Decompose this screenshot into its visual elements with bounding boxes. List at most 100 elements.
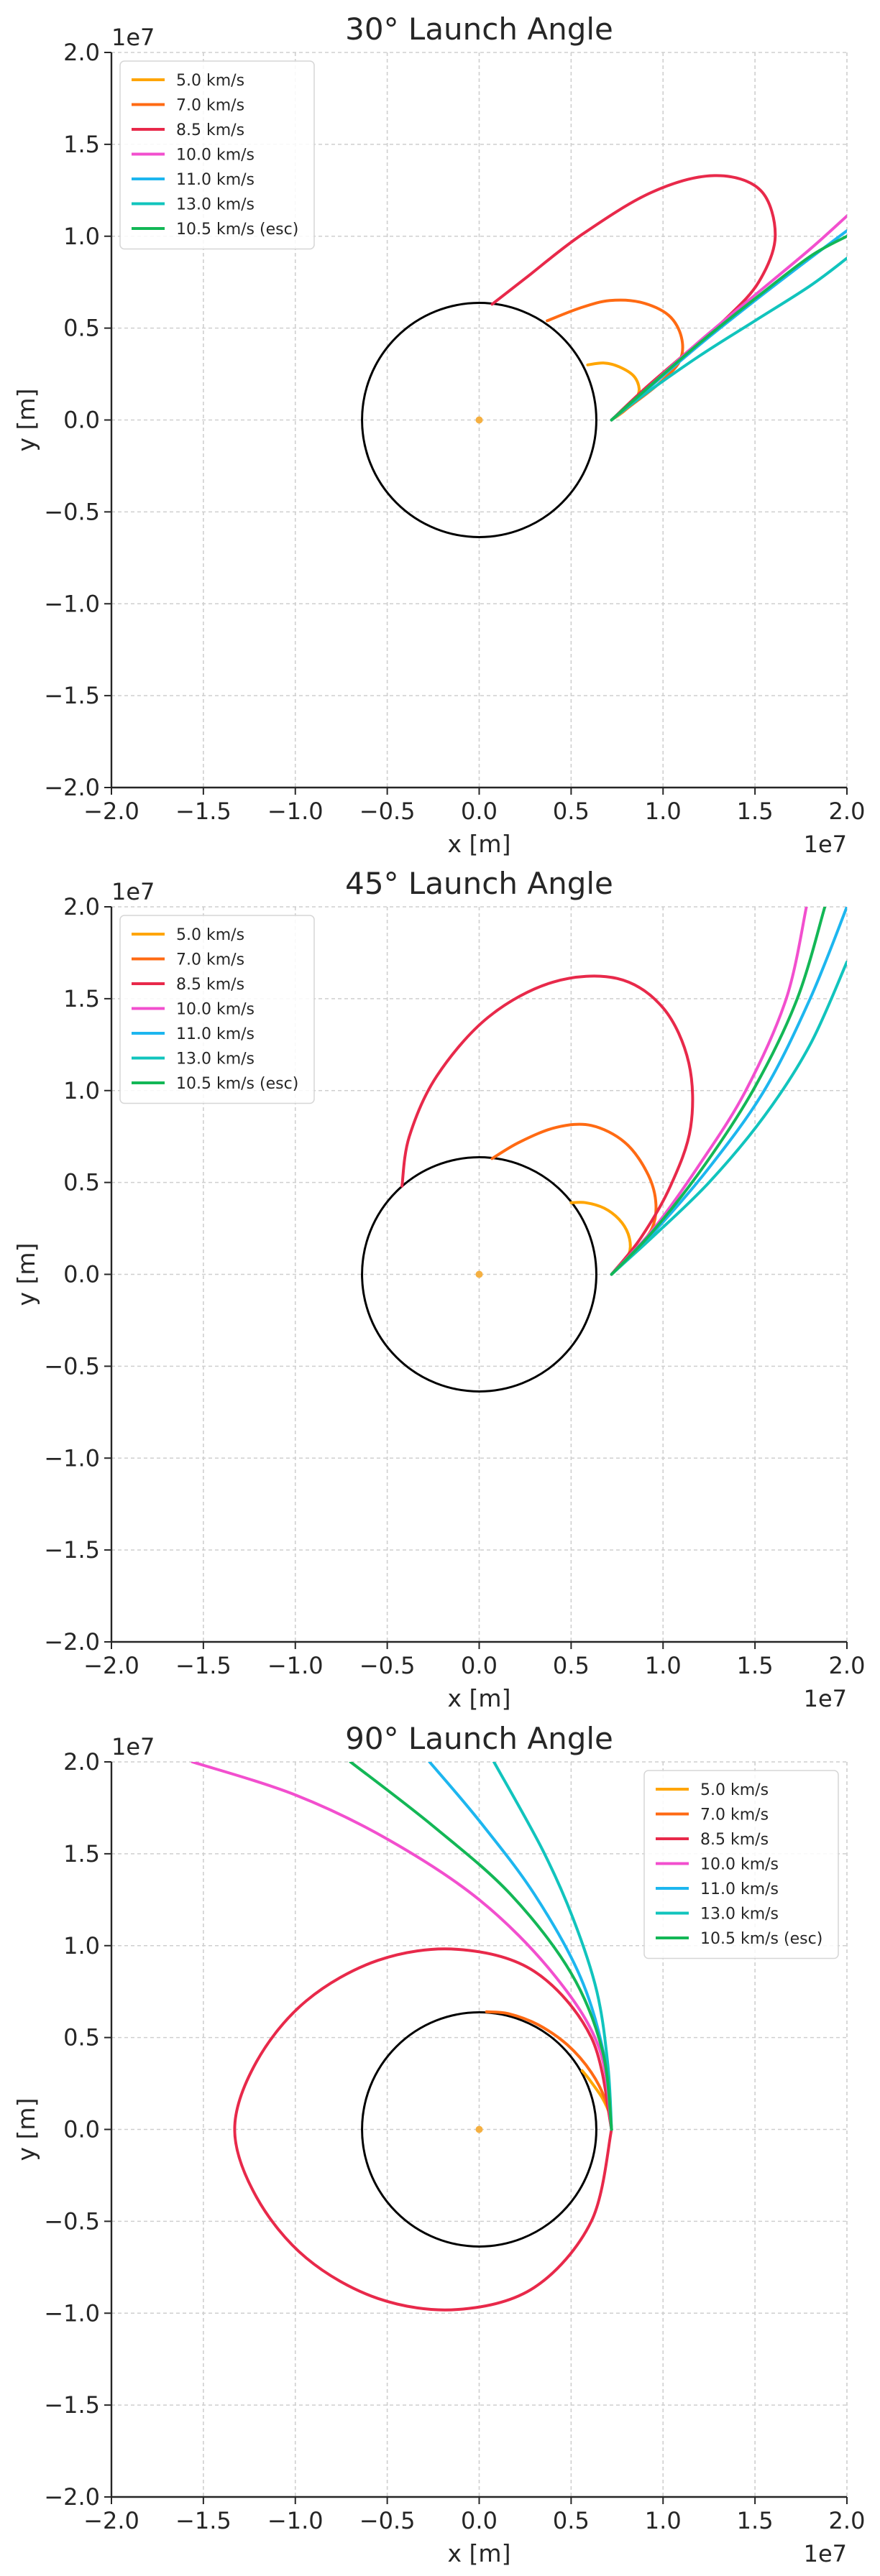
y-tick-label: 0.0: [63, 1261, 100, 1288]
x-offset-label: 1e7: [804, 831, 847, 858]
planet-center-point: [475, 2125, 483, 2133]
legend-box: [643, 1770, 839, 1959]
legend-label: 13.0 km/s: [176, 196, 255, 214]
trajectory-line: [485, 2010, 613, 2131]
y-tick-label: 1.0: [63, 1932, 100, 1959]
trajectories: [191, 1762, 613, 2312]
legend-label: 11.0 km/s: [176, 171, 255, 189]
y-tick-label: −0.5: [44, 2207, 100, 2235]
legend-label: 8.5 km/s: [176, 976, 244, 994]
x-tick-label: −1.5: [175, 798, 232, 825]
y-tick-label: −1.5: [44, 2391, 100, 2419]
y-axis-label: y [m]: [12, 1243, 40, 1306]
y-tick-label: −2.0: [44, 1628, 100, 1656]
x-offset-label: 1e7: [804, 2540, 847, 2567]
chart-title: 90° Launch Angle: [345, 1721, 613, 1756]
legend-label: 11.0 km/s: [176, 1025, 255, 1043]
trajectory-line: [490, 174, 777, 422]
y-tick-label: −2.0: [44, 774, 100, 801]
legend-label: 10.0 km/s: [176, 1001, 255, 1019]
y-offset-label: 1e7: [111, 1733, 155, 1760]
y-axis-label: y [m]: [12, 2098, 40, 2161]
x-tick-label: 0.5: [553, 2507, 590, 2534]
legend-label: 11.0 km/s: [700, 1880, 779, 1898]
y-axis-label: y [m]: [12, 389, 40, 452]
y-offset-label: 1e7: [111, 878, 155, 905]
trajectory-line: [610, 234, 847, 422]
y-tick-label: 2.0: [63, 1748, 100, 1776]
x-tick-label: 0.0: [461, 2507, 498, 2534]
x-tick-label: −2.0: [83, 1652, 139, 1679]
legend: 5.0 km/s 7.0 km/s 8.5 km/s 10.0 km/s 11.0 km…: [119, 60, 315, 250]
y-tick-label: 2.0: [63, 39, 100, 66]
legend-label: 10.5 km/s (esc): [700, 1930, 822, 1948]
trajectories: [400, 907, 847, 1276]
y-tick-label: −1.5: [44, 682, 100, 709]
x-tick-label: 1.0: [645, 2507, 682, 2534]
legend-label: 8.5 km/s: [700, 1831, 769, 1849]
legend-label: 8.5 km/s: [176, 121, 244, 139]
trajectory-line: [492, 1762, 613, 2131]
legend-label: 10.5 km/s (esc): [176, 221, 298, 239]
legend: 5.0 km/s 7.0 km/s 8.5 km/s 10.0 km/s 11.0 km…: [643, 1770, 839, 1959]
x-tick-label: −1.5: [175, 2507, 232, 2534]
x-offset-label: 1e7: [804, 1685, 847, 1712]
y-tick-label: −1.0: [44, 1444, 100, 1472]
x-tick-label: 2.0: [829, 2507, 866, 2534]
legend-label: 5.0 km/s: [176, 926, 244, 944]
x-axis-label: x [m]: [448, 1684, 511, 1712]
y-tick-label: 1.0: [63, 1077, 100, 1104]
x-tick-label: −1.0: [267, 798, 324, 825]
y-tick-label: 1.5: [63, 1840, 100, 1868]
y-tick-label: 0.5: [63, 2024, 100, 2051]
chart-panel-2: −2.0−2.0 −1.5 −1.5 −1.0 −1.0 −0.5 −0.5 0.0 0.0 0.…: [12, 866, 865, 1712]
y-tick-label: −2.0: [44, 2483, 100, 2511]
y-tick-label: 2.0: [63, 893, 100, 920]
legend-box: [119, 915, 315, 1104]
y-tick-label: −0.5: [44, 498, 100, 525]
y-tick-label: −1.5: [44, 1536, 100, 1564]
y-tick-label: 0.5: [63, 1169, 100, 1196]
chart-title: 45° Launch Angle: [345, 866, 613, 901]
x-tick-label: 1.0: [645, 798, 682, 825]
x-tick-label: −1.0: [267, 1652, 324, 1679]
y-tick-label: 0.5: [63, 315, 100, 342]
y-tick-label: −1.0: [44, 590, 100, 617]
x-tick-label: 1.5: [737, 2507, 774, 2534]
y-tick-label: 1.5: [63, 131, 100, 158]
legend-label: 10.0 km/s: [700, 1856, 779, 1874]
trajectories: [490, 174, 847, 422]
trajectory-line: [349, 1762, 613, 2131]
planet-center-point: [475, 416, 483, 424]
x-tick-label: −2.0: [83, 798, 139, 825]
x-tick-label: 2.0: [829, 798, 866, 825]
chart-title: 30° Launch Angle: [345, 11, 613, 47]
legend-label: 10.0 km/s: [176, 147, 255, 165]
planet-center-point: [475, 1270, 483, 1278]
x-tick-label: 0.0: [461, 1652, 498, 1679]
legend-label: 13.0 km/s: [176, 1051, 255, 1068]
x-tick-label: −0.5: [359, 1652, 416, 1679]
y-offset-label: 1e7: [111, 24, 155, 51]
legend-label: 7.0 km/s: [176, 951, 244, 969]
legend: 5.0 km/s 7.0 km/s 8.5 km/s 10.0 km/s 11.0 km…: [119, 915, 315, 1104]
planet-outline: [361, 302, 597, 538]
y-tick-label: −1.0: [44, 2299, 100, 2327]
trajectory-line: [610, 257, 847, 422]
legend-label: 5.0 km/s: [700, 1781, 769, 1799]
planet-outline: [361, 1156, 597, 1393]
x-tick-label: 1.5: [737, 1652, 774, 1679]
y-tick-label: 1.5: [63, 985, 100, 1012]
trajectory-line: [610, 907, 827, 1276]
chart-panel-1: −2.0−2.0 −1.5 −1.5 −1.0 −1.0 −0.5 −0.5 0.0 0.0 0.…: [12, 11, 865, 858]
trajectory-line: [546, 298, 684, 422]
x-tick-label: 0.0: [461, 798, 498, 825]
trajectory-line: [191, 1762, 613, 2131]
chart-panel-3: −2.0−2.0 −1.5 −1.5 −1.0 −1.0 −0.5 −0.5 0.0 0.0 0.…: [12, 1721, 865, 2567]
trajectory-line: [233, 1947, 613, 2312]
x-axis-label: x [m]: [448, 830, 511, 858]
x-tick-label: 0.5: [553, 798, 590, 825]
x-tick-label: 0.5: [553, 1652, 590, 1679]
